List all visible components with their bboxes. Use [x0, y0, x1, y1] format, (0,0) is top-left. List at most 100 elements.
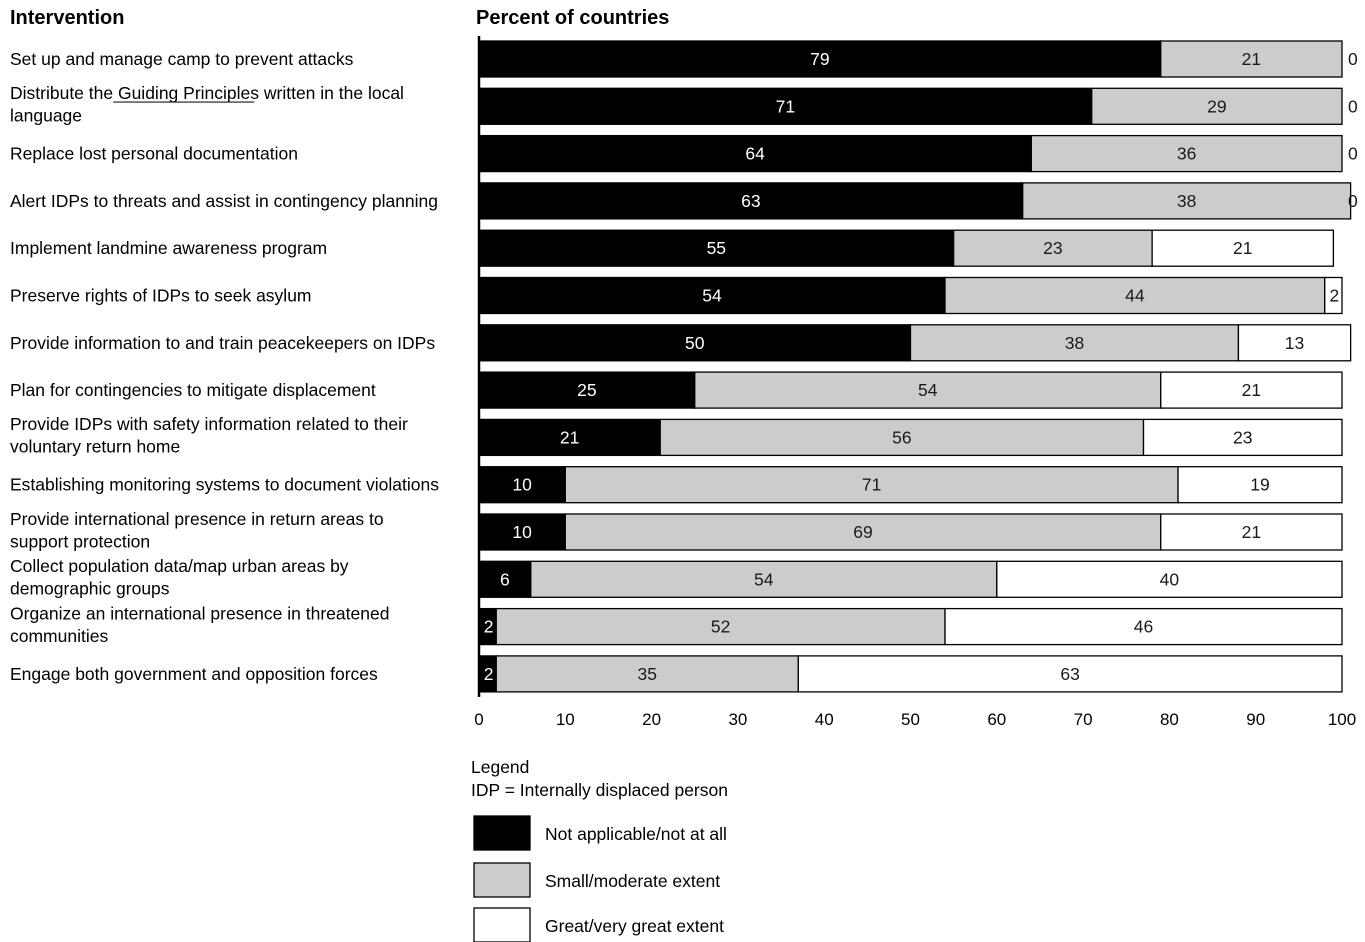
legend-swatch [473, 862, 531, 898]
bar-value-label: 54 [754, 569, 774, 589]
bar-value-label: 0 [1348, 96, 1358, 116]
row-header: Intervention [10, 7, 124, 29]
bar-value-label: 54 [918, 380, 938, 400]
bar-segment [1160, 40, 1343, 78]
bar-value-label: 23 [1043, 238, 1062, 258]
bar-segment [564, 466, 1179, 504]
bar-value-label: 50 [685, 333, 705, 353]
bar-value-label: 10 [512, 522, 532, 542]
legend-label: Small/moderate extent [545, 871, 720, 891]
bar-value-label: 46 [1134, 617, 1153, 637]
category-label: Replace lost personal documentation [10, 144, 298, 164]
category-label: Collect population data/map urban areas … [10, 556, 349, 576]
legend-title: Legend [471, 757, 529, 777]
bar-segment [530, 560, 998, 598]
x-tick-label: 0 [474, 710, 483, 729]
bar-segment [1030, 134, 1343, 173]
bar-segment [1237, 324, 1352, 362]
x-axis-title: Percent of countries [476, 7, 669, 29]
legend: Not applicable/not at all Small/moderate … [473, 815, 727, 942]
x-tick-label: 80 [1160, 710, 1179, 729]
category-labels: Set up and manage camp to prevent attack… [10, 49, 439, 684]
x-tick-label: 10 [556, 710, 575, 729]
bar-value-label: 0 [1348, 191, 1358, 211]
bar-segment [694, 371, 1162, 409]
bar-value-label: 19 [1250, 475, 1269, 495]
x-tick-label: 20 [642, 710, 661, 729]
x-tick-label: 30 [728, 710, 747, 729]
bar-value-label: 21 [1242, 522, 1261, 542]
x-axis-ticks: 0 10 20 30 40 50 60 70 80 90 100 [474, 710, 1356, 729]
category-label: Set up and manage camp to prevent attack… [10, 49, 354, 69]
bar-value-label: 54 [702, 286, 722, 306]
bar-value-label: 40 [1160, 569, 1180, 589]
bar-segment [944, 607, 1343, 646]
category-label: Provide international presence in return… [10, 509, 384, 529]
bar-segment [478, 87, 1093, 125]
bar-value-label: 25 [577, 380, 596, 400]
category-label: Organize an international presence in th… [10, 603, 389, 623]
category-label: voluntary return home [10, 437, 180, 457]
bar-segment [944, 276, 1326, 315]
bar-segment [478, 418, 661, 457]
bar-value-label: 21 [1242, 49, 1261, 69]
bar-segment [478, 560, 532, 598]
bar-value-label: 56 [892, 427, 911, 447]
bar-value-label: 2 [1330, 286, 1340, 306]
category-label: language [10, 106, 82, 126]
x-tick-label: 100 [1328, 710, 1356, 729]
category-label: Provide information to and train peaceke… [10, 333, 435, 353]
bar-value-label: 0 [1348, 49, 1358, 69]
category-label: Distribute the Guiding Principles writte… [10, 83, 404, 103]
bar-value-label: 2 [484, 664, 494, 684]
bar-segment [564, 513, 1162, 551]
bar-value-label: 44 [1125, 286, 1145, 306]
x-tick-label: 40 [815, 710, 834, 729]
bar-segment [1177, 466, 1343, 504]
category-label: Provide IDPs with safety information rel… [10, 414, 408, 434]
category-label: demographic groups [10, 579, 170, 599]
bar-segment [1160, 513, 1343, 551]
bar-value-label: 63 [1060, 664, 1079, 684]
bar-segment [1324, 276, 1343, 315]
bar-segment [1151, 229, 1335, 267]
bar-value-label: 13 [1285, 333, 1304, 353]
category-label: Establishing monitoring systems to docum… [10, 475, 439, 495]
bar-value-label: 2 [484, 617, 494, 637]
legend-label: Not applicable/not at all [545, 824, 727, 844]
bar-segment [659, 418, 1145, 457]
bar-segment [1160, 371, 1343, 409]
x-tick-label: 70 [1074, 710, 1093, 729]
bar-value-label: 71 [862, 475, 881, 495]
category-label: Preserve rights of IDPs to seek asylum [10, 286, 312, 306]
bar-value-label: 63 [741, 191, 760, 211]
bar-segment [1022, 182, 1352, 220]
bar-value-label: 71 [776, 96, 795, 116]
bar-segment [495, 607, 946, 646]
legend-label: Great/very great extent [545, 916, 724, 936]
bar-value-label: 52 [711, 617, 730, 637]
legend-swatch [473, 907, 531, 942]
bar-value-label: 79 [810, 49, 829, 69]
bar-value-label: 69 [853, 522, 872, 542]
bar-value-label: 23 [1233, 427, 1252, 447]
bar-segment [1142, 418, 1343, 457]
bar-segment [478, 324, 912, 362]
bar-value-label: 64 [745, 144, 765, 164]
x-tick-label: 50 [901, 710, 920, 729]
category-label: support protection [10, 531, 150, 551]
bar-segment [996, 560, 1343, 598]
bar-segment [797, 655, 1343, 693]
bar-value-label: 38 [1177, 191, 1196, 211]
bar-segment [478, 513, 566, 551]
category-label: Implement landmine awareness program [10, 238, 327, 258]
bar-value-label: 21 [1233, 238, 1252, 258]
bar-value-label: 6 [500, 569, 510, 589]
legend-swatch [473, 815, 531, 851]
legend-note: IDP = Internally displaced person [471, 780, 728, 800]
category-label: Alert IDPs to threats and assist in cont… [10, 191, 438, 211]
bar-value-label: 36 [1177, 144, 1196, 164]
category-label: Engage both government and opposition fo… [10, 664, 378, 684]
